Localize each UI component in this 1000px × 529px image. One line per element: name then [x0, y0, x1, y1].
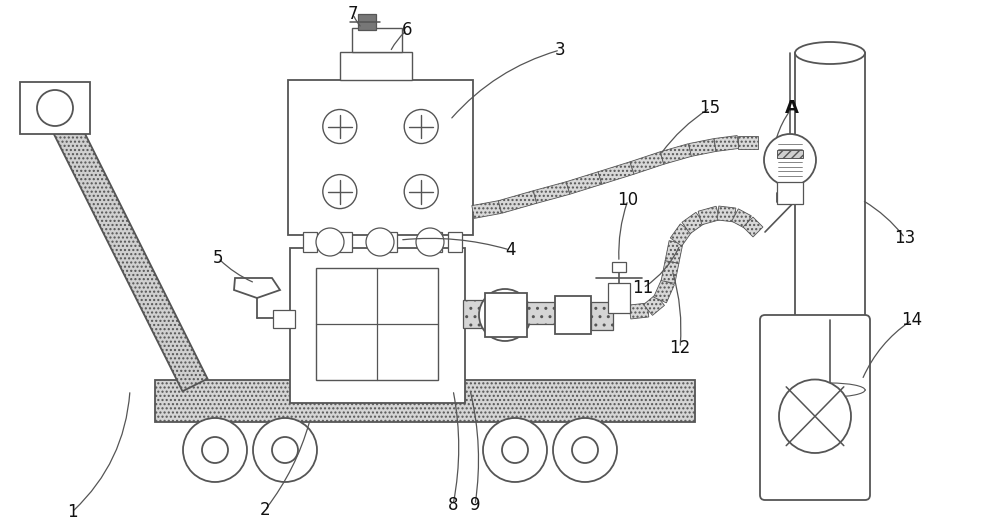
- Circle shape: [37, 90, 73, 126]
- Polygon shape: [717, 206, 736, 222]
- Bar: [383, 232, 397, 252]
- Bar: [777, 150, 803, 158]
- Text: 4: 4: [505, 241, 515, 259]
- Polygon shape: [670, 224, 692, 246]
- Text: 3: 3: [555, 41, 565, 59]
- Text: 13: 13: [894, 229, 916, 247]
- Text: 10: 10: [617, 191, 639, 209]
- Bar: [338, 232, 352, 252]
- Circle shape: [183, 418, 247, 482]
- Text: 7: 7: [348, 5, 358, 23]
- Ellipse shape: [795, 383, 865, 397]
- Circle shape: [323, 110, 357, 143]
- Circle shape: [764, 134, 816, 186]
- Bar: [358, 14, 376, 30]
- Ellipse shape: [779, 379, 851, 453]
- Polygon shape: [689, 139, 716, 157]
- Text: 5: 5: [213, 249, 223, 267]
- Circle shape: [479, 289, 531, 341]
- Polygon shape: [665, 241, 683, 263]
- Bar: [463, 300, 485, 328]
- Text: A: A: [785, 99, 799, 117]
- Polygon shape: [732, 209, 751, 228]
- Ellipse shape: [795, 42, 865, 64]
- Text: 2: 2: [260, 501, 270, 519]
- Bar: [608, 283, 630, 313]
- Bar: [303, 232, 317, 252]
- Text: 6: 6: [402, 21, 412, 39]
- Circle shape: [404, 175, 438, 208]
- Polygon shape: [698, 206, 720, 225]
- Polygon shape: [598, 162, 634, 184]
- Bar: [777, 182, 803, 204]
- Circle shape: [323, 175, 357, 208]
- Polygon shape: [42, 99, 208, 391]
- Circle shape: [483, 418, 547, 482]
- Bar: [485, 293, 527, 337]
- Polygon shape: [498, 191, 537, 213]
- Text: 12: 12: [669, 339, 691, 357]
- Bar: [612, 262, 626, 272]
- Bar: [316, 268, 438, 380]
- FancyBboxPatch shape: [760, 315, 870, 500]
- Bar: [340, 52, 412, 80]
- Polygon shape: [566, 172, 602, 194]
- Bar: [20, 82, 90, 134]
- Circle shape: [272, 437, 298, 463]
- Polygon shape: [714, 135, 739, 151]
- Polygon shape: [533, 182, 570, 203]
- Polygon shape: [660, 144, 692, 164]
- Bar: [352, 28, 402, 52]
- Circle shape: [553, 418, 617, 482]
- Polygon shape: [738, 135, 758, 149]
- Text: 14: 14: [901, 311, 923, 329]
- Polygon shape: [654, 279, 674, 303]
- Text: 8: 8: [448, 496, 458, 514]
- Polygon shape: [644, 295, 664, 315]
- Bar: [591, 302, 613, 330]
- Polygon shape: [234, 278, 280, 298]
- Text: 1: 1: [67, 503, 77, 521]
- Polygon shape: [661, 261, 679, 284]
- Bar: [290, 248, 465, 403]
- Circle shape: [253, 418, 317, 482]
- Bar: [527, 302, 555, 324]
- Circle shape: [502, 437, 528, 463]
- Polygon shape: [472, 200, 501, 218]
- Bar: [155, 380, 695, 422]
- Bar: [288, 80, 473, 235]
- Polygon shape: [630, 152, 664, 174]
- Polygon shape: [629, 303, 649, 319]
- Bar: [555, 296, 591, 334]
- Bar: [428, 232, 442, 252]
- Bar: [795, 53, 865, 390]
- Bar: [448, 232, 462, 252]
- Circle shape: [404, 110, 438, 143]
- Circle shape: [202, 437, 228, 463]
- Text: 11: 11: [632, 279, 654, 297]
- Circle shape: [316, 228, 344, 256]
- Circle shape: [416, 228, 444, 256]
- Bar: [273, 310, 295, 328]
- Circle shape: [366, 228, 394, 256]
- Polygon shape: [743, 217, 763, 237]
- Text: 15: 15: [699, 99, 721, 117]
- Circle shape: [572, 437, 598, 463]
- Polygon shape: [682, 212, 704, 234]
- Text: 9: 9: [470, 496, 480, 514]
